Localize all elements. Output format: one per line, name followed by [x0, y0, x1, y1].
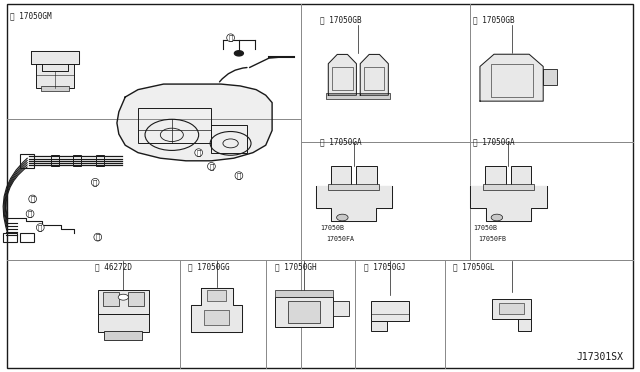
Text: ⓓ: ⓓ — [93, 179, 97, 186]
Text: ⓗ: ⓗ — [237, 172, 241, 179]
Bar — [51, 155, 59, 166]
Text: ⓐ 17050GB: ⓐ 17050GB — [320, 16, 362, 25]
Bar — [98, 290, 149, 314]
Bar — [288, 301, 320, 323]
Bar — [275, 297, 333, 327]
Polygon shape — [328, 54, 356, 95]
Text: ⓒ 17050GA: ⓒ 17050GA — [320, 138, 362, 147]
Bar — [128, 292, 144, 307]
Circle shape — [491, 214, 502, 221]
Text: 17050FA: 17050FA — [326, 236, 355, 242]
Text: ⓐ: ⓐ — [95, 234, 100, 240]
Bar — [328, 184, 380, 190]
Bar — [20, 234, 34, 241]
Text: ⓕ: ⓕ — [196, 149, 201, 156]
Bar — [275, 290, 333, 297]
Text: ⓛ 17050GH: ⓛ 17050GH — [275, 262, 317, 271]
Bar — [364, 67, 385, 90]
Bar — [41, 86, 69, 92]
Bar — [356, 166, 377, 186]
Text: ⓕ 17050GG: ⓕ 17050GG — [188, 262, 229, 271]
Bar — [20, 154, 34, 168]
Text: ⓚ: ⓚ — [228, 35, 233, 41]
Bar — [518, 320, 531, 331]
Text: ⓑ 17050GB: ⓑ 17050GB — [473, 16, 515, 25]
Bar — [207, 290, 226, 301]
Text: 17050B: 17050B — [473, 225, 497, 231]
Bar — [490, 64, 532, 97]
Text: 17050FB: 17050FB — [478, 236, 506, 242]
Polygon shape — [480, 54, 543, 101]
Bar — [326, 93, 390, 99]
Bar — [543, 68, 557, 85]
Bar — [103, 292, 119, 307]
Polygon shape — [31, 51, 79, 71]
Bar — [36, 64, 74, 88]
Polygon shape — [117, 84, 272, 161]
Circle shape — [234, 51, 243, 56]
Polygon shape — [470, 186, 547, 221]
Bar — [138, 108, 211, 143]
Text: ⓗ 17050GJ: ⓗ 17050GJ — [364, 262, 406, 271]
Bar — [371, 321, 387, 331]
Bar — [371, 301, 410, 321]
Circle shape — [337, 214, 348, 221]
Text: ⓗ 17050GM: ⓗ 17050GM — [10, 12, 52, 21]
Circle shape — [118, 294, 129, 300]
Bar — [332, 67, 353, 90]
Bar — [96, 155, 104, 166]
Polygon shape — [191, 288, 242, 333]
Text: J17301SX: J17301SX — [577, 352, 623, 362]
Text: ⓒ: ⓒ — [31, 196, 35, 202]
Bar — [204, 310, 229, 325]
Bar — [511, 166, 531, 186]
Text: ⓘ 17050GL: ⓘ 17050GL — [453, 262, 495, 271]
Text: ⓑ: ⓑ — [28, 211, 32, 217]
Text: ⓖ: ⓖ — [209, 163, 214, 170]
Text: 17050B: 17050B — [320, 225, 344, 231]
Polygon shape — [316, 186, 392, 221]
Bar — [499, 303, 524, 314]
Bar — [485, 166, 506, 186]
Bar — [331, 166, 351, 186]
Bar — [104, 331, 143, 340]
Bar — [333, 301, 349, 316]
Bar — [211, 125, 246, 153]
Bar — [74, 155, 81, 166]
Polygon shape — [360, 54, 388, 95]
Bar — [3, 234, 17, 241]
Bar — [98, 314, 149, 333]
Text: ⓔ: ⓔ — [38, 224, 42, 231]
Text: ⓓ 46272D: ⓓ 46272D — [95, 262, 132, 271]
Bar — [483, 184, 534, 190]
Bar — [492, 299, 531, 320]
Text: ⓔ 17050GA: ⓔ 17050GA — [473, 138, 515, 147]
